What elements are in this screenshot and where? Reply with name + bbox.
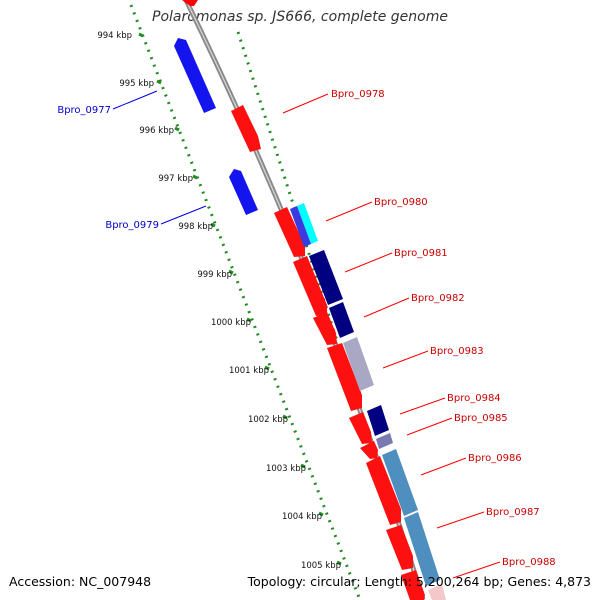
feature-block	[329, 302, 354, 338]
scale-tick	[138, 32, 144, 38]
scale-tick	[246, 317, 252, 323]
feature-block	[367, 405, 389, 436]
gene-arrow-forward	[231, 105, 261, 152]
gene-label: Bpro_0984	[447, 393, 501, 404]
gene-arrow-forward	[327, 343, 362, 411]
label-leader-line	[382, 350, 429, 369]
scale-label: 1005 kbp	[301, 561, 341, 571]
label-leader-line	[325, 201, 373, 222]
scale-label: 999 kbp	[197, 270, 232, 280]
label-leader-line	[436, 511, 485, 529]
scale-tick	[156, 79, 162, 85]
scale-tick	[336, 560, 342, 566]
feature-block	[290, 206, 311, 247]
gene-label: Bpro_0986	[468, 453, 522, 464]
gene-label: Bpro_0979	[105, 220, 159, 231]
feature-block	[382, 449, 418, 516]
gene-label: Bpro_0987	[486, 507, 540, 518]
feature-block	[404, 512, 440, 586]
gene-label: Bpro_0985	[454, 413, 508, 424]
label-leader-line	[363, 297, 410, 318]
feature-block	[376, 433, 393, 449]
gene-label: Bpro_0978	[331, 89, 385, 100]
scale-label: 1000 kbp	[211, 318, 251, 328]
gene-arrow-forward	[274, 207, 305, 257]
scale-label: 994 kbp	[97, 31, 132, 41]
label-leader-line	[399, 397, 446, 415]
gene-arrow-reverse	[174, 38, 216, 113]
label-leader-line	[160, 205, 207, 225]
scale-label: 996 kbp	[139, 126, 174, 136]
accession-text: Accession: NC_007948	[9, 574, 152, 589]
feature-block	[297, 203, 318, 244]
scale-tick	[300, 463, 306, 469]
scale-tick	[228, 269, 234, 275]
scale-label: 995 kbp	[119, 79, 154, 89]
scale-label: 998 kbp	[178, 222, 213, 232]
scale-tick	[174, 126, 180, 132]
gene-arrow-forward	[313, 312, 337, 345]
gene-label: Bpro_0983	[430, 346, 484, 357]
gene-arrow-reverse	[229, 169, 258, 215]
scale-ticks	[138, 32, 342, 566]
gene-arrow-forward	[366, 456, 401, 525]
gene-label: Bpro_0980	[374, 197, 428, 208]
gene-label: Bpro_0981	[394, 248, 448, 259]
scale-tick	[192, 174, 198, 180]
gene-label: Bpro_0988	[502, 557, 556, 568]
scale-label: 1001 kbp	[229, 366, 269, 376]
scale-tick	[210, 222, 216, 228]
feature-block	[428, 584, 446, 600]
scale-tick	[264, 365, 270, 371]
scale-label: 1002 kbp	[248, 415, 288, 425]
label-leader-line	[420, 457, 467, 476]
gene-arrow-forward	[349, 412, 372, 444]
genome-summary-text: Topology: circular; Length: 5,200,264 bp…	[247, 574, 591, 589]
label-leader-line	[344, 252, 393, 273]
label-leader-line	[452, 561, 501, 579]
label-leader-line	[282, 93, 329, 114]
gene-arrow-forward	[386, 525, 413, 570]
feature-block	[309, 250, 343, 305]
scale-label: 1004 kbp	[282, 512, 322, 522]
label-leader-line	[112, 90, 158, 110]
scale-label: 997 kbp	[158, 174, 193, 184]
gene-arrow-forward	[182, 0, 198, 6]
scale-tick	[318, 511, 324, 517]
gene-arrow-forward	[401, 570, 425, 600]
scale-tick	[282, 414, 288, 420]
gene-label: Bpro_0982	[411, 293, 465, 304]
map-title: Polaromonas sp. JS666, complete genome	[152, 9, 448, 25]
gene-arrow-forward	[293, 256, 327, 316]
feature-block	[343, 337, 374, 391]
scale-label: 1003 kbp	[266, 464, 306, 474]
label-leader-line	[406, 417, 453, 436]
gene-label: Bpro_0977	[57, 105, 111, 116]
gene-arrow-forward	[360, 441, 378, 459]
